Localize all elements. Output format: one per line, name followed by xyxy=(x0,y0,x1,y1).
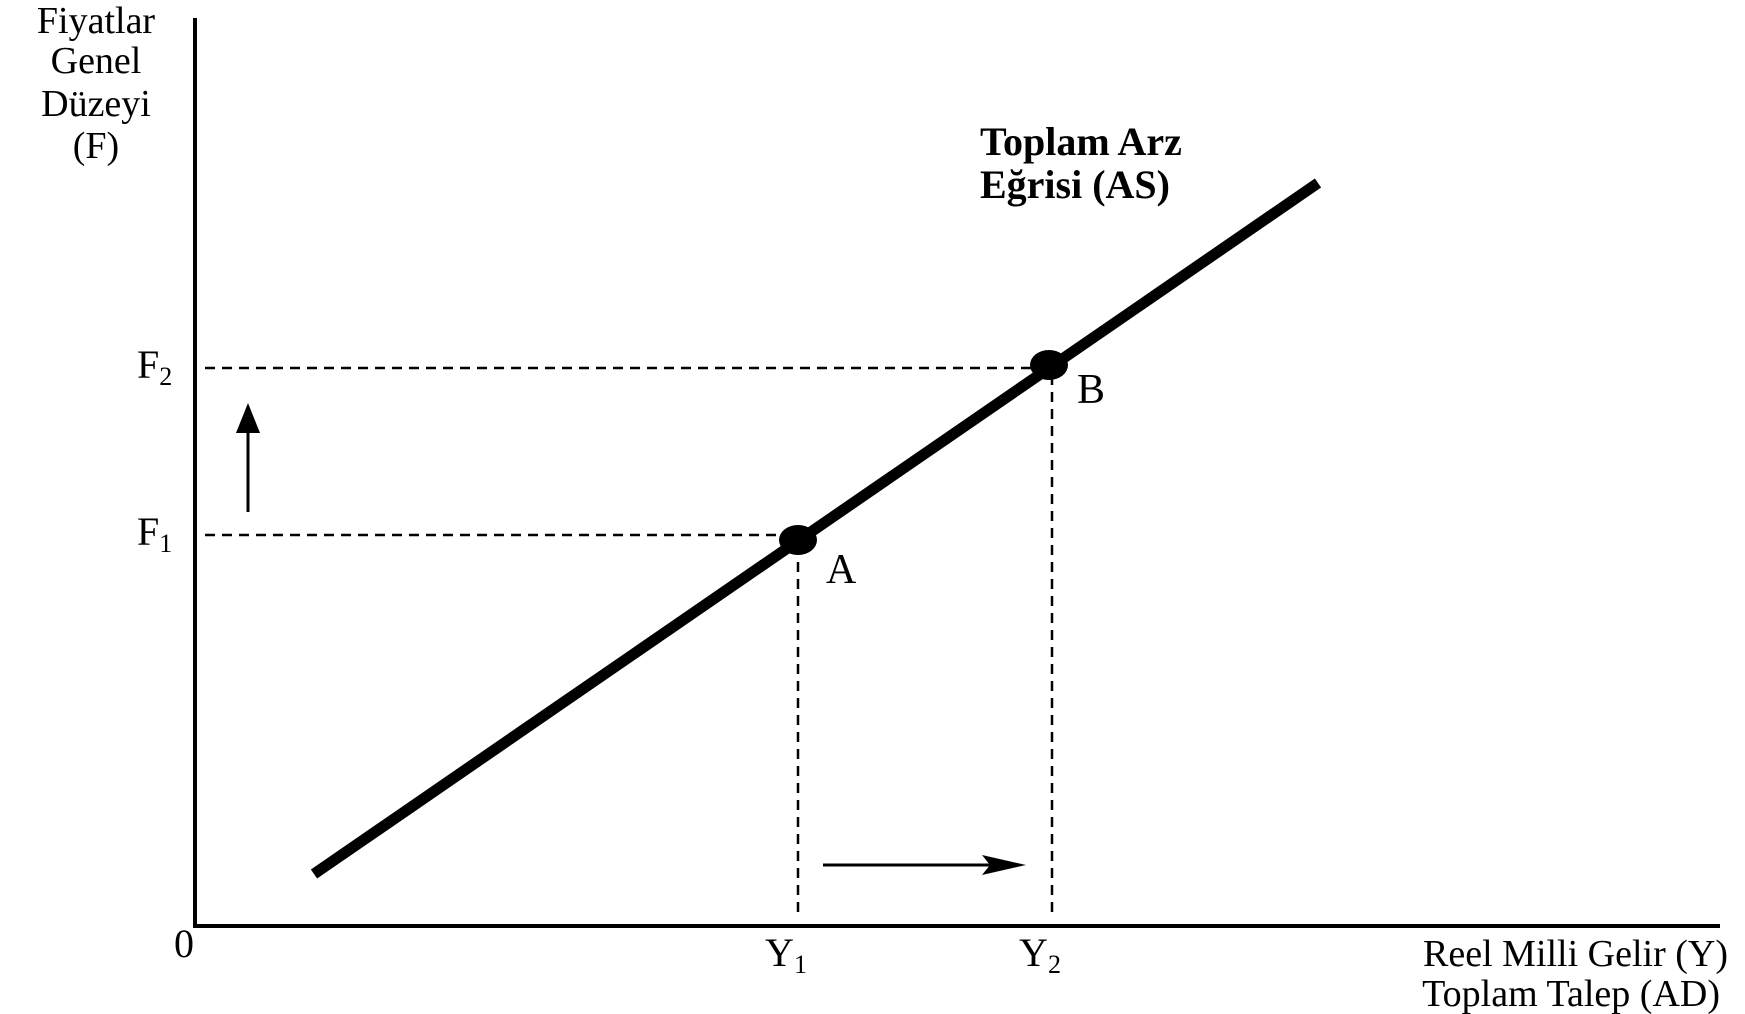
output-increase-arrow xyxy=(823,855,1026,875)
y-axis-title-line-1: Fiyatlar xyxy=(37,0,156,42)
price-increase-arrow xyxy=(236,403,260,512)
curve-label-line-1: Toplam Arz xyxy=(980,119,1182,164)
x-axis-title-line-1: Reel Milli Gelir (Y) xyxy=(1423,933,1728,975)
curve-label-line-2: Eğrisi (AS) xyxy=(980,162,1170,207)
point-a-label: A xyxy=(826,547,857,593)
x-axis-title: Reel Milli Gelir (Y) Toplam Talep (AD) xyxy=(1422,933,1728,1014)
y-axis-title-line-4: (F) xyxy=(73,125,119,167)
curve-label: Toplam Arz Eğrisi (AS) xyxy=(980,119,1182,207)
origin-label: 0 xyxy=(174,921,194,966)
y2-tick-label: Y2 xyxy=(1019,930,1061,979)
point-b-marker xyxy=(1030,350,1068,380)
y-axis-title: Fiyatlar Genel Düzeyi (F) xyxy=(37,0,156,167)
x-axis-title-line-2: Toplam Talep (AD) xyxy=(1422,973,1720,1014)
y1-tick-label: Y1 xyxy=(765,930,807,979)
point-b-label: B xyxy=(1077,367,1105,413)
f1-tick-label: F1 xyxy=(137,509,172,558)
aggregate-supply-curve xyxy=(310,178,1322,879)
y-axis-title-line-2: Genel xyxy=(51,40,142,82)
f2-tick-label: F2 xyxy=(137,342,172,391)
y-axis-title-line-3: Düzeyi xyxy=(41,83,151,125)
point-a-marker xyxy=(779,525,817,555)
